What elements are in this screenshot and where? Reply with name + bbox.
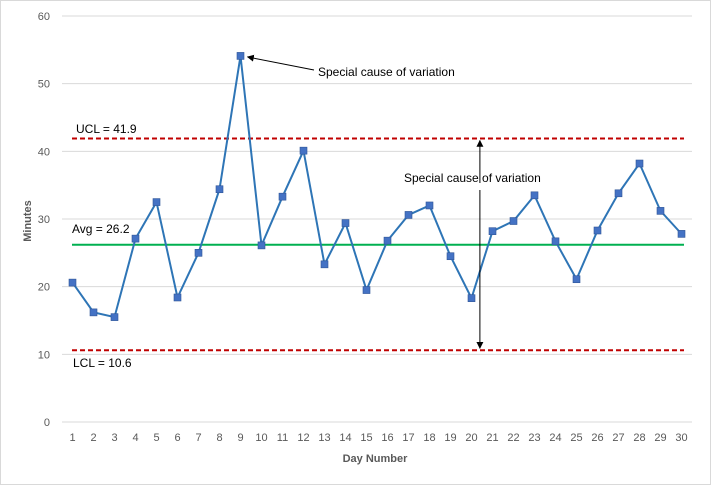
x-tick-labels: 1 2 3 4 5 6 7 8 9 10 11 12 13 14 15 16 17 18 19 20 21 22 23 24 2…: [69, 432, 687, 444]
y-tick-60: 60: [38, 11, 50, 23]
data-point-day-25: [572, 275, 581, 284]
data-point-day-11: [278, 192, 287, 201]
data-point-day-15: [362, 286, 371, 294]
x-tick-15: 15: [360, 432, 372, 444]
x-tick-14: 14: [339, 432, 351, 444]
annotations: [246, 54, 484, 349]
lcl-label: LCL = 10.6: [73, 356, 132, 370]
data-point-day-17: [404, 211, 413, 219]
y-tick-labels: 0 10 20 30 40 50 60: [38, 11, 50, 429]
data-point-day-4: [131, 234, 140, 243]
data-point-day-19: [446, 252, 455, 261]
y-tick-50: 50: [38, 79, 50, 91]
y-tick-30: 30: [38, 214, 50, 226]
x-tick-29: 29: [654, 432, 666, 444]
x-tick-18: 18: [423, 432, 435, 444]
annotation-special-cause-1: Special cause of variation: [318, 65, 455, 79]
x-tick-13: 13: [318, 432, 330, 444]
x-tick-11: 11: [277, 432, 288, 444]
data-point-day-5: [152, 198, 161, 206]
data-point-day-10: [257, 241, 266, 250]
data-point-day-18: [425, 201, 434, 210]
y-tick-20: 20: [38, 282, 50, 294]
data-point-day-20: [467, 294, 476, 302]
y-tick-10: 10: [38, 349, 50, 361]
data-point-day-2: [89, 308, 98, 317]
x-tick-5: 5: [153, 432, 159, 444]
data-point-day-8: [215, 185, 224, 194]
y-tick-40: 40: [38, 146, 50, 158]
x-tick-16: 16: [381, 432, 393, 444]
data-point-day-26: [593, 226, 602, 235]
y-tick-0: 0: [44, 417, 50, 429]
data-point-day-24: [551, 237, 560, 246]
data-point-day-29: [656, 207, 665, 215]
annotation-arrow-1: [246, 54, 315, 71]
x-tick-1: 1: [69, 432, 75, 444]
ucl-label: UCL = 41.9: [76, 122, 137, 136]
annotation-special-cause-2: Special cause of variation: [404, 171, 541, 185]
x-tick-2: 2: [90, 432, 96, 444]
data-point-day-1: [68, 278, 77, 287]
data-point-day-22: [509, 217, 518, 225]
data-point-day-30: [677, 230, 686, 238]
x-tick-28: 28: [633, 432, 645, 444]
x-tick-30: 30: [675, 432, 687, 444]
x-tick-21: 21: [486, 432, 498, 444]
data-point-day-21: [488, 227, 497, 235]
x-tick-7: 7: [195, 432, 201, 444]
data-point-day-23: [530, 191, 539, 200]
x-tick-22: 22: [507, 432, 519, 444]
series-minutes: [68, 52, 686, 321]
data-point-day-28: [635, 159, 644, 168]
data-point-day-13: [320, 260, 329, 269]
x-tick-17: 17: [402, 432, 414, 444]
x-tick-24: 24: [549, 432, 561, 444]
data-point-day-27: [614, 189, 623, 198]
x-tick-20: 20: [465, 432, 477, 444]
x-axis-title: Day Number: [343, 453, 409, 465]
x-tick-27: 27: [612, 432, 624, 444]
y-axis-title: Minutes: [22, 200, 34, 242]
x-tick-9: 9: [237, 432, 243, 444]
data-point-day-16: [383, 236, 392, 245]
data-point-day-7: [194, 249, 203, 257]
x-tick-8: 8: [216, 432, 222, 444]
series-line: [71, 55, 683, 319]
x-tick-25: 25: [570, 432, 582, 444]
data-point-day-14: [341, 219, 350, 227]
x-tick-4: 4: [132, 432, 138, 444]
data-point-day-6: [173, 293, 182, 302]
avg-label: Avg = 26.2: [72, 222, 130, 236]
x-tick-3: 3: [111, 432, 117, 444]
data-point-day-12: [299, 146, 308, 155]
x-tick-6: 6: [174, 432, 180, 444]
x-tick-26: 26: [591, 432, 603, 444]
x-tick-23: 23: [528, 432, 540, 444]
x-tick-19: 19: [444, 432, 456, 444]
x-tick-12: 12: [297, 432, 309, 444]
x-tick-10: 10: [255, 432, 267, 444]
gridlines: [62, 15, 692, 423]
data-point-day-3: [110, 313, 119, 321]
data-point-day-9: [236, 52, 245, 60]
reference-lines: [72, 137, 684, 352]
